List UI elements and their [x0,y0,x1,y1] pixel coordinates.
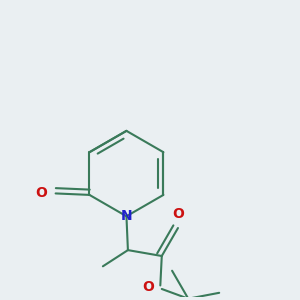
Text: O: O [142,280,154,294]
Text: O: O [35,186,47,200]
Text: O: O [172,207,184,221]
Text: N: N [121,209,133,223]
